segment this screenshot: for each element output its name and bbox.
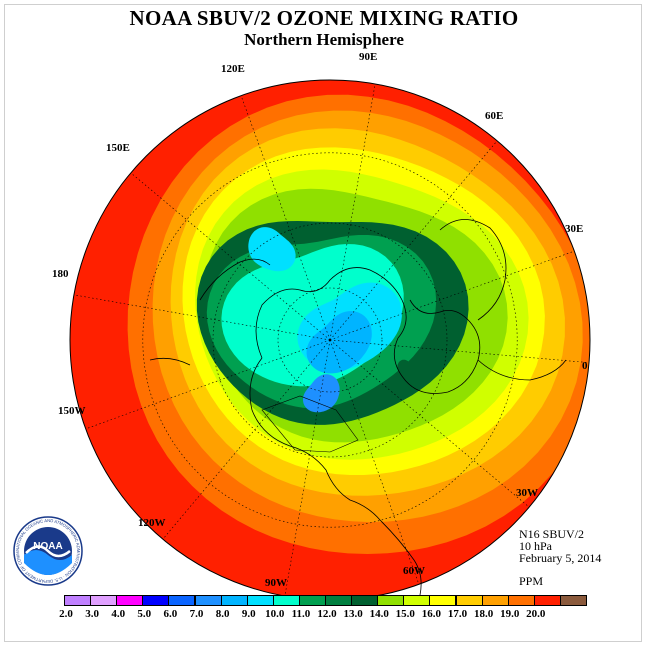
colorbar-tick-label: 17.0 [447,608,468,620]
coastline [477,359,567,381]
colorbar-swatch [116,595,144,606]
longitude-label: 0 [582,360,588,372]
meridian-line [329,140,498,341]
colorbar-tick-label: 6.0 [163,608,178,620]
colorbar-swatch [64,595,92,606]
longitude-label: 30E [565,223,584,235]
coastline [249,357,381,521]
instrument-label: N16 SBUV/2 [519,527,585,541]
colorbar-tick-label: 15.0 [395,608,415,620]
coastline [255,267,407,359]
colorbar-tick-label: 2.0 [59,608,73,620]
meridian-line [73,294,331,341]
colorbar-swatch [481,595,509,606]
meridian-line [284,339,331,597]
colorbar-swatch [220,595,248,606]
colorbar-swatch [429,595,457,606]
colorbar-swatch [272,595,300,606]
colorbar-tick-label: 14.0 [369,608,389,620]
band-12ppm-patch [397,359,415,376]
coastline [379,519,422,596]
meridian-line [130,172,331,341]
colorbar-tick-label: 20.0 [526,608,546,620]
colorbar-swatch [559,595,587,606]
colorbar-tick-label: 16.0 [421,608,442,620]
colorbar-tick-label: 9.0 [241,608,256,620]
colorbar-swatch [377,595,405,606]
page-subtitle: Northern Hemisphere [244,30,404,49]
longitude-label: 30W [516,487,538,499]
units-label: PPM [519,574,544,588]
colorbar-swatch [142,595,170,606]
colorbar-tick-label: 3.0 [85,608,99,620]
colorbar-swatch [507,595,535,606]
colorbar-tick-label: 18.0 [473,608,494,620]
longitude-label: 120W [138,517,166,529]
meridian-line [329,83,376,341]
page-title: NOAA SBUV/2 OZONE MIXING RATIO [129,6,519,30]
meridian-line [329,250,575,341]
meridian-line [85,339,331,430]
colorbar-tick-label: 11.0 [291,608,311,620]
longitude-label: 150E [106,142,130,154]
band-8ppm [306,311,372,374]
colorbar-tick-label: 10.0 [265,608,285,620]
coastline [199,258,271,301]
figure-border [4,4,642,642]
date-label: February 5, 2014 [519,551,602,565]
colorbar-swatch [194,595,222,606]
colorbar-tick-label: 5.0 [137,608,152,620]
colorbar-tick-label: 19.0 [500,608,520,620]
band-7ppm [303,374,340,413]
meridian-line [329,339,420,585]
coastline [439,219,507,321]
latitude-circle [212,222,448,458]
colorbar-swatch [351,595,379,606]
meridian-line [329,339,590,363]
pressure-level-label: 10 hPa [519,539,552,553]
latitude-circle [142,152,518,528]
longitude-label: 150W [58,405,86,417]
latitude-circle [277,287,383,393]
colorbar-tick-label: 7.0 [189,608,204,620]
colorbar-swatch [533,595,561,606]
colorbar-swatch [246,595,274,606]
meridian-line [162,339,331,540]
colorbar-tick-label: 12.0 [317,608,337,620]
colorbar-swatch [455,595,483,606]
longitude-label: 90W [265,577,287,589]
longitude-label: 90E [359,51,378,63]
colorbar-swatch [298,595,326,606]
logo-wordmark: NOAA [33,541,62,552]
colorbar-tick-label: 4.0 [111,608,126,620]
colorbar-swatch [168,595,196,606]
noaa-logo-icon: NOAA NATIONAL OCEANIC AND ATMOSPHERIC AD… [12,515,83,586]
longitude-label: 60E [485,110,504,122]
meridian-line [329,339,530,508]
longitude-label: 60W [403,565,425,577]
colorbar-swatch [325,595,353,606]
colorbar-swatch [403,595,431,606]
meridian-line [240,95,331,341]
colorbar-tick-label: 8.0 [215,608,230,620]
longitude-label: 180 [52,268,69,280]
longitude-label: 120E [221,63,245,75]
colorbar-tick-label: 13.0 [343,608,363,620]
colorbar-swatch [90,595,118,606]
coastline [149,357,191,366]
country-borders [261,395,359,453]
